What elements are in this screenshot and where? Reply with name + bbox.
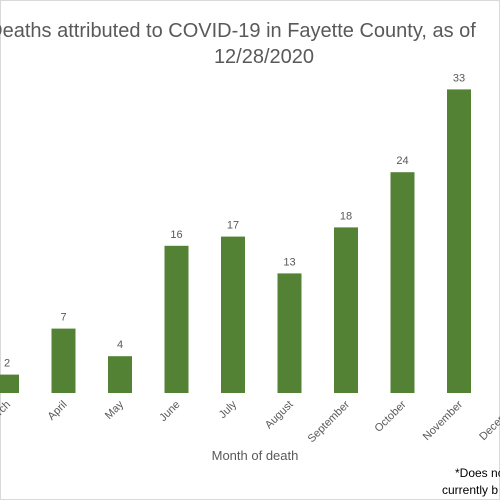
bar-august (277, 273, 302, 393)
footnote-line-2: currently b (442, 483, 498, 497)
bar-june (164, 245, 189, 393)
bar-november (447, 89, 471, 394)
bar-march (0, 374, 19, 393)
data-label-june: 16 (170, 229, 182, 241)
footnote-line-1: *Does no (455, 466, 500, 480)
x-tick-august: August (263, 399, 296, 432)
x-axis-title: Month of death (212, 448, 299, 463)
bar-october (390, 172, 415, 393)
x-tick-july: July (217, 398, 240, 421)
x-tick-march: March (0, 399, 13, 429)
data-labels: 2 7 4 16 17 13 18 24 33 (4, 72, 465, 369)
data-label-may: 4 (117, 339, 123, 351)
data-label-october: 24 (396, 155, 408, 167)
x-tick-may: May (103, 398, 127, 422)
x-tick-june: June (157, 399, 182, 424)
bar-may (108, 356, 132, 393)
data-label-april: 7 (60, 312, 66, 324)
x-tick-labels: March April May June July August September Octo… (0, 398, 500, 445)
data-label-august: 13 (283, 256, 295, 268)
bar-april (51, 328, 76, 393)
bar-september (334, 227, 358, 393)
x-tick-october: October (372, 398, 408, 434)
chart-title-line-2: 12/28/2020 (214, 46, 314, 68)
x-tick-december: December (477, 398, 500, 443)
x-tick-november: November (421, 398, 466, 443)
data-label-november: 33 (453, 72, 465, 84)
data-label-september: 18 (340, 210, 352, 222)
bar-july (221, 236, 245, 393)
x-tick-april: April (46, 399, 70, 423)
data-label-march: 2 (4, 358, 10, 370)
chart-title-line-1: Deaths attributed to COVID-19 in Fayette… (0, 20, 476, 42)
bar-series (0, 89, 471, 394)
data-label-july: 17 (227, 220, 239, 232)
x-tick-september: September (306, 398, 353, 445)
